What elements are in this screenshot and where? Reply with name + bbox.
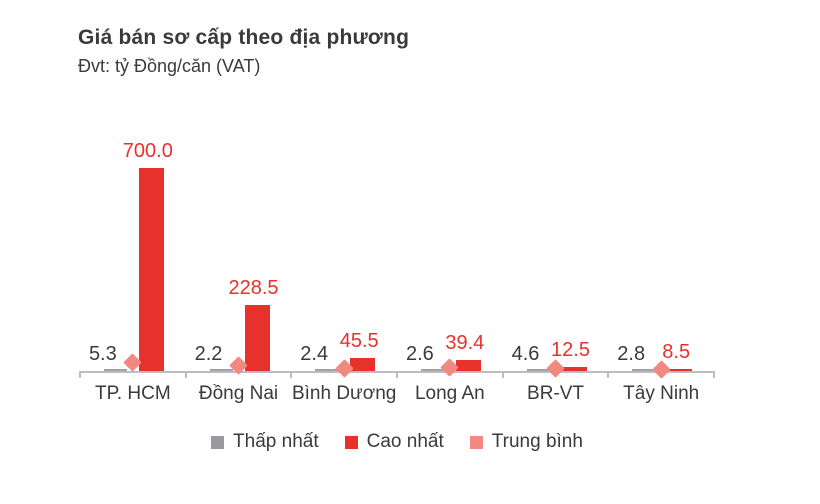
axis-tick	[501, 371, 504, 378]
bar-group: 4.6 12.5	[503, 161, 609, 378]
category-label: Đồng Nai	[198, 383, 279, 404]
value-label-highest: 45.5	[339, 329, 379, 352]
bar-highest	[138, 168, 164, 371]
chart-legend: Thấp nhất Cao nhất Trung bình	[80, 431, 714, 453]
bar-chart: 5.3 700.0 2.2 228.5 2.4 45.5 2.6 39.4 4.6 12.5 2.8…	[79, 140, 715, 453]
chart-subtitle: Đvt: tỷ Đồng/căn (VAT)	[78, 56, 261, 76]
value-label-lowest: 2.4	[300, 343, 329, 365]
value-label-highest: 39.4	[445, 331, 485, 354]
axis-tick	[184, 371, 187, 378]
value-label-highest: 12.5	[551, 339, 590, 362]
chart-card: Giá bán sơ cấp theo địa phương Đvt: tỷ Đ…	[0, 26, 820, 504]
bar-highest	[455, 359, 481, 371]
category-label: TP. HCM	[95, 383, 171, 404]
category-label: Tây Ninh	[623, 383, 700, 404]
axis-tick	[290, 371, 293, 378]
legend-label-lowest: Thấp nhất	[233, 431, 319, 452]
value-label-highest: 8.5	[662, 340, 691, 363]
axis-tick	[607, 371, 610, 378]
category-axis: TP. HCM Đồng Nai Bình Dương Long An BR-VT Tây…	[80, 383, 714, 405]
axis-tick	[713, 371, 715, 378]
category-label: BR-VT	[527, 383, 585, 404]
plot-area: 5.3 700.0 2.2 228.5 2.4 45.5 2.6 39.4 4.6 12.5 2.8…	[79, 140, 715, 379]
category-label: Long An	[414, 383, 485, 404]
value-label-highest: 228.5	[228, 276, 279, 299]
legend-item-lowest: Thấp nhất	[211, 431, 319, 453]
bar-highest	[244, 304, 270, 371]
legend-label-average: Trung bình	[491, 431, 583, 452]
bar-group: 2.2 228.5	[186, 161, 292, 375]
bar-group: 2.4 45.5	[291, 161, 397, 378]
value-label-lowest: 2.2	[194, 343, 223, 365]
chart-title: Giá bán sơ cấp theo địa phương	[78, 26, 410, 49]
legend-swatch-lowest-icon	[211, 435, 225, 449]
bar-lowest	[209, 369, 233, 371]
legend-swatch-highest-icon	[344, 435, 358, 449]
legend-item-highest: Cao nhất	[344, 431, 444, 453]
legend-item-average: Trung bình	[469, 431, 583, 453]
value-label-lowest: 2.8	[617, 343, 646, 365]
value-label-lowest: 4.6	[511, 343, 540, 365]
bar-highest	[561, 367, 587, 371]
bar-lowest	[315, 369, 339, 371]
bar-highest	[350, 357, 376, 371]
bar-lowest	[632, 369, 656, 371]
bar-group: 5.3 700.0	[80, 140, 186, 372]
legend-label-highest: Cao nhất	[366, 431, 444, 452]
category-label: Bình Dương	[291, 383, 397, 404]
axis-tick	[396, 371, 398, 378]
axis-tick	[79, 371, 81, 378]
bar-highest	[667, 368, 693, 371]
bar-lowest	[103, 369, 127, 371]
legend-swatch-average-icon	[469, 435, 483, 449]
bar-group: 2.8 8.5	[608, 161, 714, 379]
value-label-lowest: 5.3	[88, 343, 117, 365]
bar-groups: 5.3 700.0 2.2 228.5 2.4 45.5 2.6 39.4 4.6 12.5 2.8…	[80, 140, 714, 379]
bar-lowest	[526, 369, 550, 371]
value-label-lowest: 2.6	[405, 343, 434, 365]
value-label-highest: 700.0	[122, 140, 173, 162]
bar-lowest	[420, 369, 444, 371]
bar-group: 2.6 39.4	[397, 161, 503, 377]
